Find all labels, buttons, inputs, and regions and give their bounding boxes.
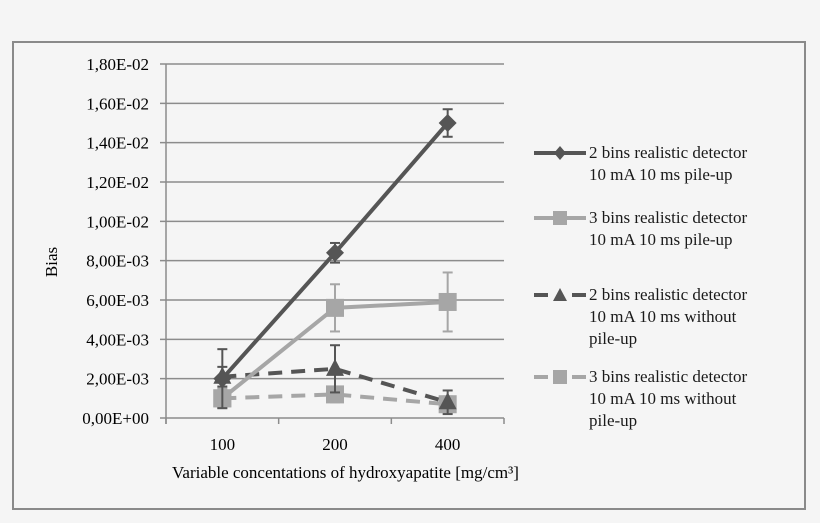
legend-label: 3 bins realistic detector 10 mA 10 ms pi… xyxy=(589,208,748,249)
diamond-marker-icon xyxy=(438,114,457,132)
x-axis-title: Variable concentations of hydroxyapatite… xyxy=(172,463,519,482)
series-line xyxy=(222,366,449,405)
y-tick-label: 1,20E-02 xyxy=(86,173,149,192)
legend-swatch-square-icon xyxy=(534,370,586,384)
y-tick-label: 6,00E-03 xyxy=(86,291,149,310)
x-tick-label: 400 xyxy=(435,435,461,454)
y-tick-label: 1,00E-02 xyxy=(86,212,149,231)
triangle-marker-icon xyxy=(438,392,457,410)
square-marker-icon xyxy=(438,292,457,311)
y-tick-label: 8,00E-03 xyxy=(86,252,149,271)
legend-label: 2 bins realistic detector 10 mA 10 ms wi… xyxy=(589,285,748,348)
legend-label: 3 bins realistic detector 10 mA 10 ms wi… xyxy=(589,367,748,430)
legend-swatch-square-icon xyxy=(534,211,586,225)
legend-item-series-2: 3 bins realistic detector 10 mA 10 ms pi… xyxy=(528,207,808,277)
x-tick-label: 100 xyxy=(210,435,236,454)
y-tick-label: 1,40E-02 xyxy=(86,134,149,153)
x-tick-label: 200 xyxy=(322,435,348,454)
y-tick-label: 1,60E-02 xyxy=(86,94,149,113)
legend-swatch-triangle-icon xyxy=(534,288,586,301)
legend-label: 2 bins realistic detector 10 mA 10 ms pi… xyxy=(589,143,748,184)
square-marker-icon xyxy=(326,385,344,404)
legend-swatch-diamond-icon xyxy=(534,146,586,160)
y-tick-label: 2,00E-03 xyxy=(86,370,149,389)
legend-item-series-1: 2 bins realistic detector 10 mA 10 ms pi… xyxy=(528,142,808,212)
y-tick-label: 0,00E+00 xyxy=(82,409,149,428)
legend-item-series-4: 3 bins realistic detector 10 mA 10 ms wi… xyxy=(528,366,808,436)
series-line xyxy=(222,392,448,407)
legend-item-series-3: 2 bins realistic detector 10 mA 10 ms wi… xyxy=(528,284,808,354)
diamond-marker-icon xyxy=(326,243,344,262)
square-marker-icon xyxy=(326,298,344,317)
diamond-marker-icon xyxy=(213,369,232,388)
y-tick-label: 1,80E-02 xyxy=(86,55,149,74)
y-axis-title: Bias xyxy=(42,247,61,277)
triangle-marker-icon xyxy=(326,358,344,376)
chart-frame xyxy=(12,41,806,510)
y-tick-label: 4,00E-03 xyxy=(86,330,149,349)
